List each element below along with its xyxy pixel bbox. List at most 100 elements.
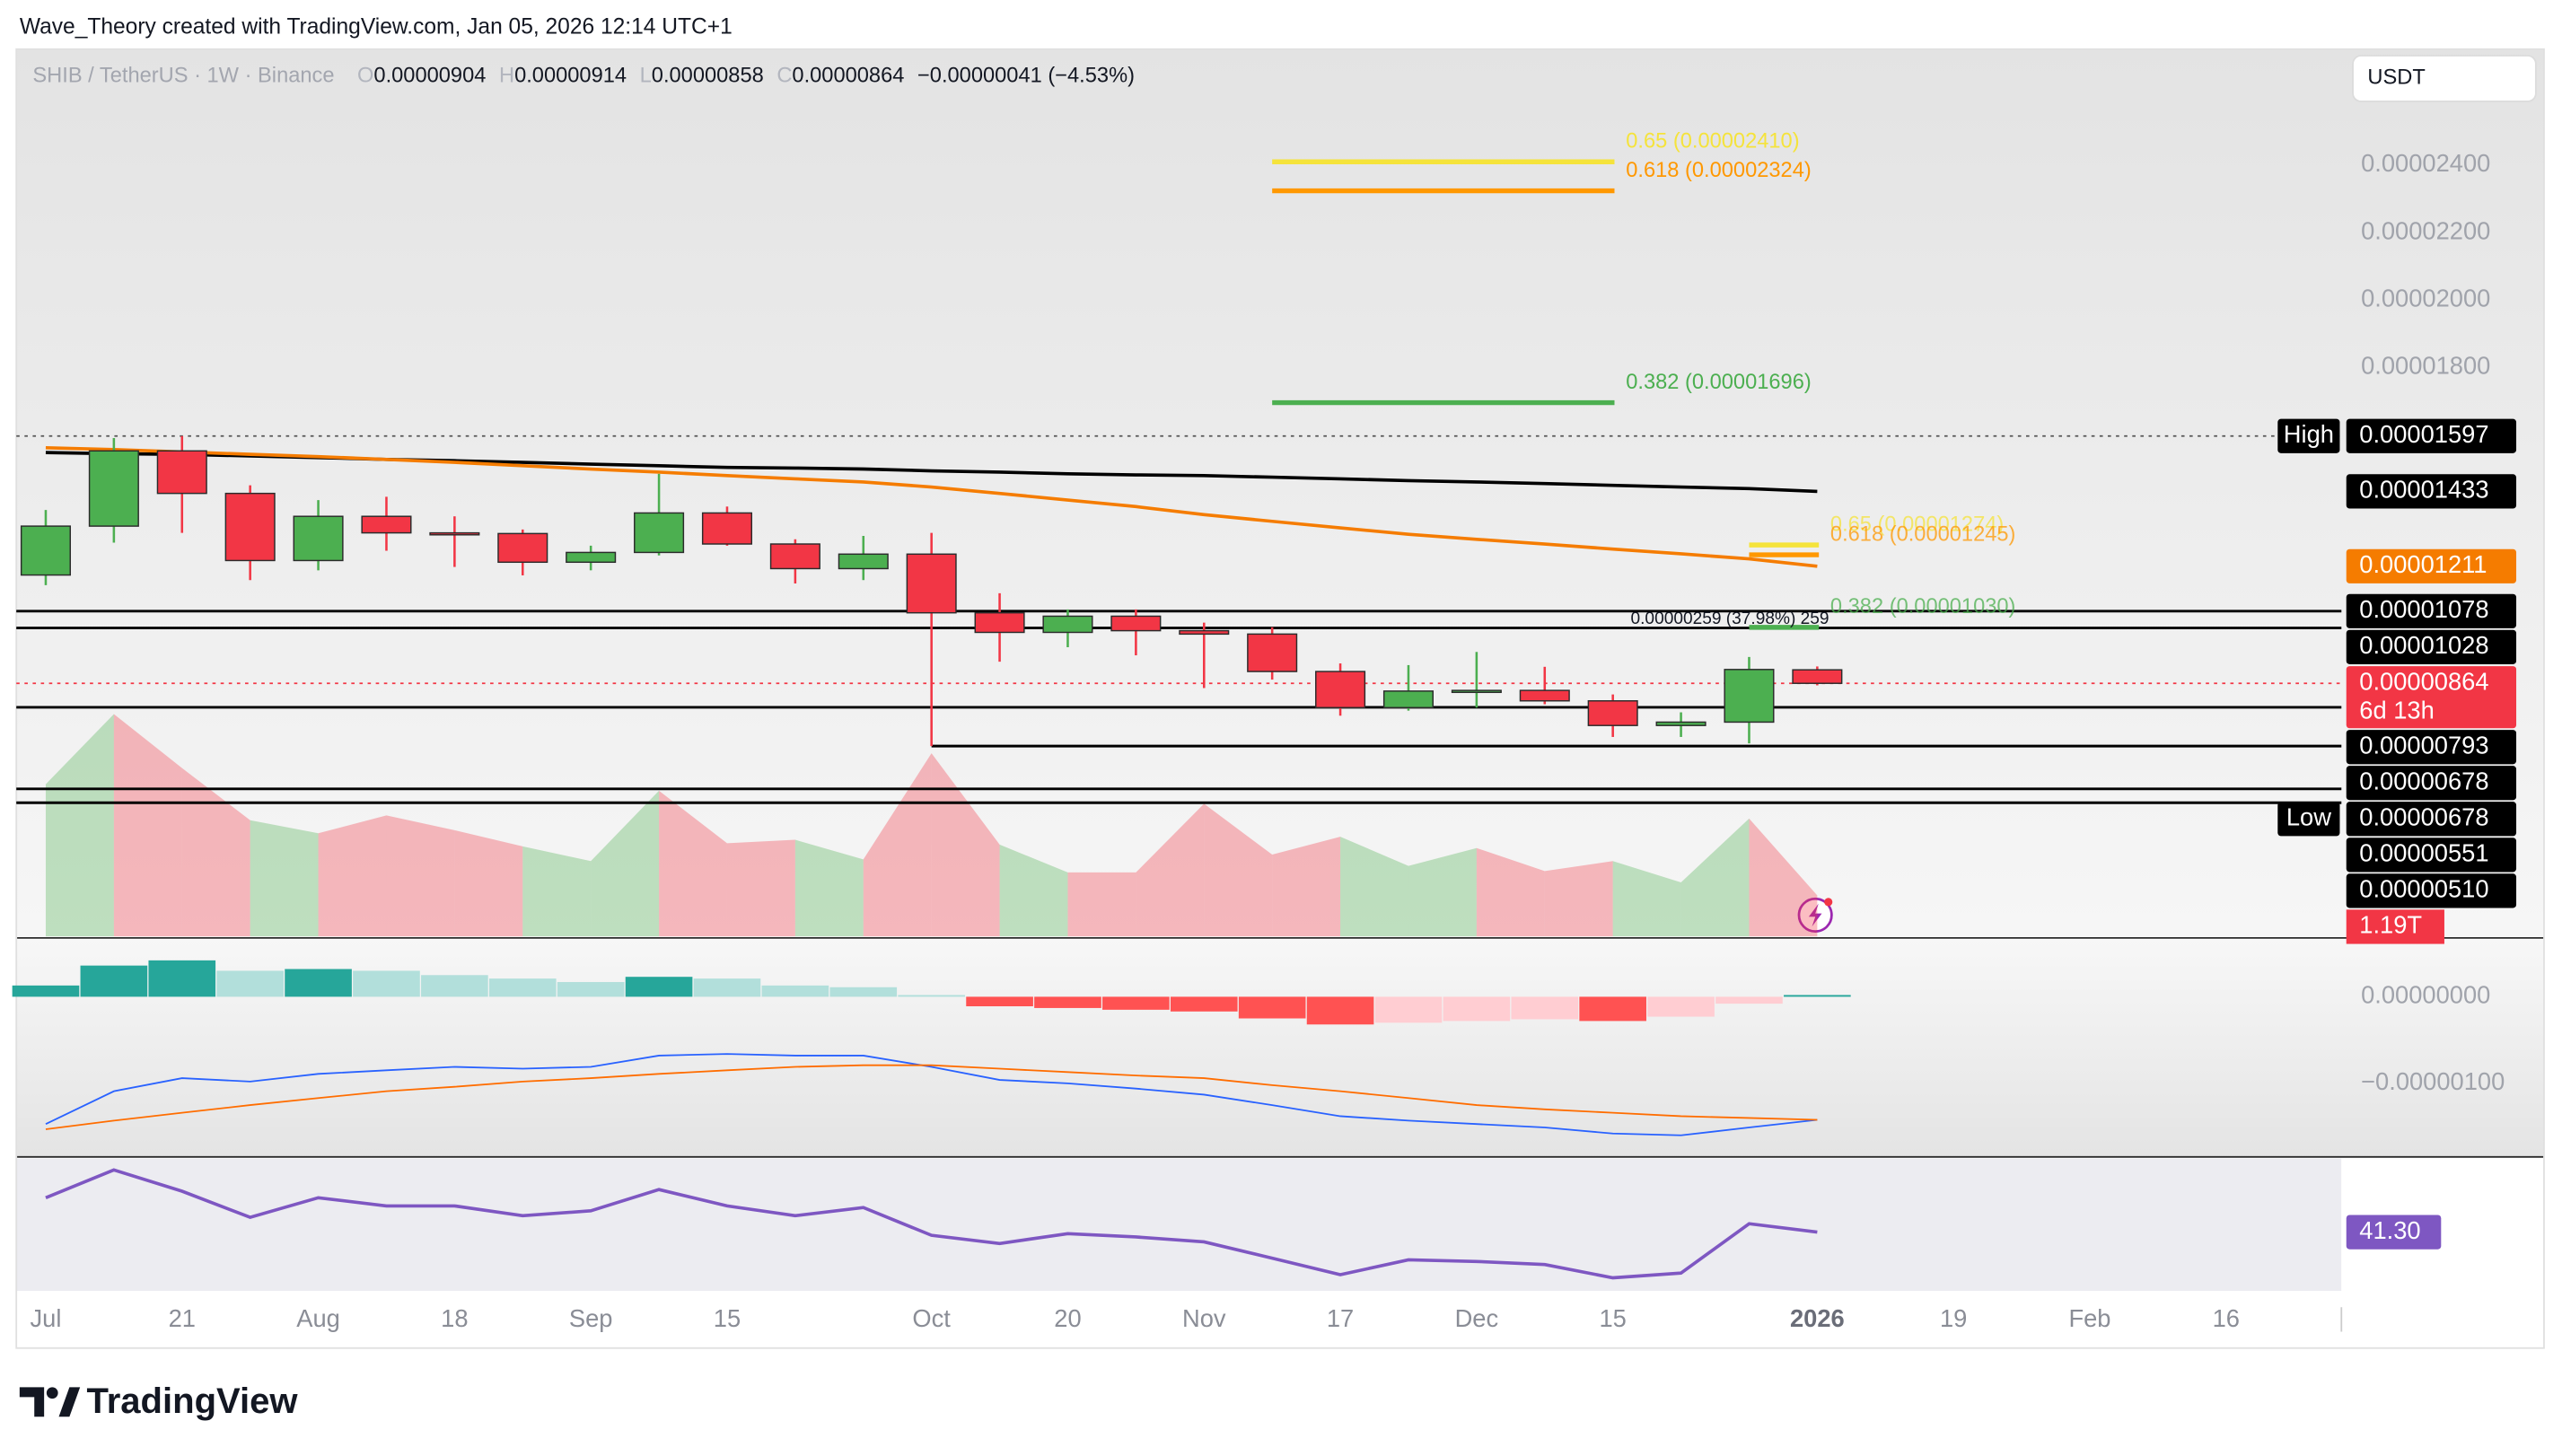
volume-area [726,839,795,937]
price-label: 0.00001078 [2359,595,2488,623]
volume-area [250,820,319,937]
volume-area [1476,847,1545,937]
legend: SHIB / TetherUS · 1W · Binance O0.0000090… [32,65,1135,88]
candle-body [1587,700,1638,726]
candle-body [429,531,480,536]
x-tick-label: 16 [2213,1304,2240,1332]
candle-body [1042,615,1093,634]
volume-label-bg [2346,909,2444,944]
rsi-label-bg [2346,1215,2442,1250]
attribution: Wave_Theory created with TradingView.com… [20,15,733,39]
candle-body [497,532,548,564]
price-label-bg [2346,548,2517,583]
macd-histogram-bar [1647,996,1715,1017]
signal-line [45,1064,1818,1130]
candle-body [1792,669,1843,684]
price-label: 0.00001433 [2359,476,2488,504]
candle-body [1519,689,1570,702]
icon-dot [1824,898,1833,907]
candle-body [293,515,344,562]
legend-value: 0.00000914 [514,65,627,88]
rsi-pane [16,1158,2342,1292]
candle-body [838,553,889,570]
macd-histogram-bar [1784,995,1851,997]
price-label: 0.00000678 [2359,767,2488,794]
legend-key: C [776,65,792,88]
volume-area [386,815,455,937]
volume-area [522,846,592,937]
price-tag: High [2284,420,2334,448]
price-label-bg [2346,474,2517,509]
y-tick-label: 0.00002400 [2361,149,2490,177]
fib-label: 0.382 (0.00001696) [1626,371,1812,394]
volume-area [318,815,387,937]
legend-value: 0.00000904 [373,65,486,88]
candle-body [906,553,957,614]
x-tick-label: 2026 [1790,1304,1845,1332]
volume-area [454,829,523,937]
macd-histogram-bar [625,977,693,997]
candle-body [566,551,617,564]
price-label-bg [2346,593,2517,628]
volume-area [1544,861,1613,937]
y-tick-label: 0.00002200 [2361,216,2490,244]
volume-area [1612,861,1681,937]
volume-area [1272,837,1341,937]
volume-area [1067,872,1136,937]
macd-histogram-bar [1443,996,1511,1022]
price-label: 0.00000793 [2359,731,2488,759]
legend-value: 0.00000858 [652,65,764,88]
price-label-bg [2346,766,2517,801]
macd-histogram-bar [1170,996,1238,1012]
legend-value: 0.00000864 [792,65,904,88]
y-tick-label: 0.00001800 [2361,352,2490,380]
macd-histogram-bar [353,970,420,997]
macd-histogram-bar [898,995,965,997]
volume-area [1136,803,1205,937]
macd-histogram-bar [80,965,148,997]
rsi-line [45,1168,1818,1280]
x-tick-label: 15 [1599,1304,1626,1332]
moving-average [45,446,1818,568]
macd-histogram-bar [1374,996,1443,1023]
countdown: 6d 13h [2359,696,2435,724]
macd-histogram-bar [12,985,80,997]
volume-area [113,714,182,937]
x-tick-label: 21 [169,1304,196,1332]
price-label: 0.00001211 [2359,550,2487,578]
price-label: 0.00000551 [2359,839,2488,867]
measure-label: 0.00000259 (37.98%) 259 [1631,610,1829,628]
x-tick-label: Sep [569,1304,613,1332]
macd-histogram-bar [216,970,284,997]
volume-area [591,790,660,937]
price-label: 0.00000678 [2359,803,2488,831]
candle-body [1451,689,1502,694]
x-tick-label: Aug [296,1304,340,1332]
macd-line [45,1053,1818,1136]
x-tick-label: Oct [912,1304,951,1332]
x-tick-label: 20 [1054,1304,1081,1332]
x-tick-label: Jul [31,1304,62,1332]
currency-button[interactable] [2352,55,2537,102]
x-tick-label: 17 [1327,1304,1354,1332]
macd-tick-label: 0.00000000 [2361,981,2490,1009]
volume-label: 1.19T [2359,911,2422,939]
currency[interactable]: USDT [2367,66,2425,90]
price-tag-bg [2277,802,2340,837]
volume-area [659,790,727,937]
macd-histogram-bar [1238,996,1306,1019]
macd-histogram-bar [693,978,761,997]
volume-area [794,839,864,937]
macd-histogram-bar [148,960,216,997]
volume-area [999,844,1068,937]
macd-histogram-bar [285,969,352,997]
price-label-bg [2346,418,2517,453]
volume-area [1680,818,1750,937]
candle-body [156,450,207,495]
x-tick-label: Feb [2068,1304,2110,1332]
price-label-bg [2346,838,2517,873]
macd-histogram-bar [1034,996,1101,1008]
price-tag: Low [2286,803,2331,831]
logo-part [58,1387,81,1417]
brand-logo [19,1387,81,1417]
